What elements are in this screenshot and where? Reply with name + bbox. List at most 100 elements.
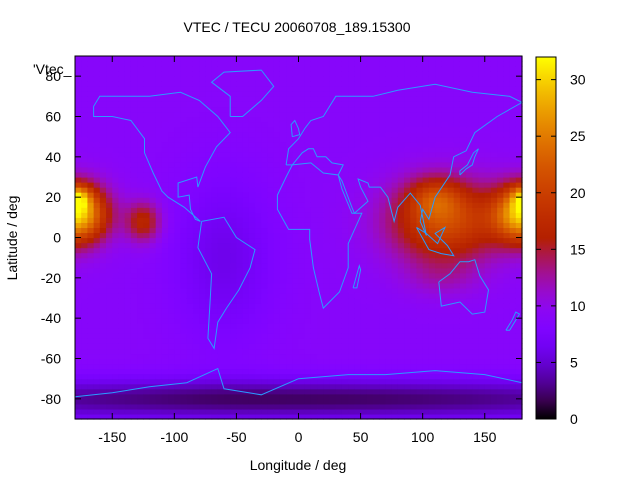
heatmap-cell	[379, 413, 387, 420]
heatmap-cell	[447, 393, 455, 400]
heatmap-cell	[211, 187, 219, 193]
heatmap-cell	[404, 338, 411, 344]
heatmap-cell	[348, 333, 355, 339]
heatmap-cell	[447, 171, 455, 178]
heatmap-cell	[472, 348, 480, 355]
heatmap-cell	[168, 292, 175, 299]
heatmap-cell	[373, 126, 380, 133]
heatmap-cell	[404, 232, 411, 239]
heatmap-cell	[217, 182, 225, 188]
heatmap-cell	[261, 323, 269, 329]
heatmap-cell	[192, 192, 200, 198]
heatmap-cell	[441, 308, 449, 314]
heatmap-cell	[81, 121, 89, 128]
heatmap-cell	[379, 333, 387, 339]
heatmap-cell	[205, 343, 213, 350]
heatmap-cell	[75, 242, 82, 249]
heatmap-cell	[155, 227, 163, 234]
heatmap-cell	[335, 252, 343, 259]
heatmap-cell	[99, 292, 107, 299]
heatmap-cell	[391, 348, 399, 355]
heatmap-cell	[273, 282, 281, 289]
heatmap-cell	[478, 212, 486, 218]
heatmap-cell	[317, 71, 324, 77]
heatmap-cell	[180, 76, 188, 82]
heatmap-cell	[118, 71, 126, 77]
heatmap-cell	[329, 96, 337, 102]
heatmap-cell	[310, 378, 318, 385]
heatmap-cell	[168, 403, 175, 410]
heatmap-cell	[453, 161, 461, 168]
heatmap-cell	[81, 408, 89, 415]
heatmap-cell	[112, 388, 120, 395]
heatmap-cell	[93, 212, 101, 218]
heatmap-cell	[279, 303, 287, 309]
heatmap-cell	[354, 126, 362, 133]
heatmap-cell	[149, 161, 157, 168]
heatmap-cell	[416, 262, 424, 269]
heatmap-cell	[180, 237, 188, 244]
heatmap-cell	[155, 156, 163, 163]
heatmap-cell	[124, 232, 132, 239]
chart-title: VTEC / TECU 20060708_189.15300	[183, 19, 410, 35]
heatmap-cell	[137, 131, 144, 138]
heatmap-cell	[279, 383, 287, 390]
heatmap-cell	[317, 192, 324, 198]
heatmap-cell	[310, 96, 318, 102]
heatmap-cell	[447, 91, 455, 97]
heatmap-cell	[304, 303, 312, 309]
heatmap-cell	[323, 272, 331, 279]
heatmap-cell	[286, 358, 293, 365]
heatmap-cell	[416, 257, 424, 264]
heatmap-cell	[255, 257, 262, 264]
heatmap-cell	[478, 187, 486, 193]
heatmap-cell	[459, 378, 467, 385]
heatmap-cell	[174, 383, 182, 390]
heatmap-cell	[441, 267, 449, 274]
heatmap-cell	[466, 91, 473, 97]
heatmap-cell	[192, 76, 200, 82]
heatmap-cell	[211, 353, 219, 360]
heatmap-cell	[192, 232, 200, 239]
heatmap-cell	[459, 318, 467, 324]
heatmap-cell	[360, 81, 368, 87]
heatmap-cell	[230, 318, 238, 324]
heatmap-cell	[174, 131, 182, 138]
heatmap-cell	[453, 318, 461, 324]
heatmap-cell	[87, 257, 95, 264]
heatmap-cell	[490, 136, 498, 143]
heatmap-cell	[261, 106, 269, 113]
heatmap-cell	[317, 318, 324, 324]
heatmap-cell	[230, 403, 238, 410]
heatmap-cell	[106, 96, 113, 102]
heatmap-cell	[391, 151, 399, 158]
heatmap-cell	[422, 328, 430, 334]
heatmap-cell	[106, 247, 113, 254]
heatmap-cell	[397, 202, 405, 208]
heatmap-cell	[360, 116, 368, 123]
heatmap-cell	[354, 318, 362, 324]
heatmap-cell	[298, 131, 306, 138]
heatmap-cell	[205, 388, 213, 395]
heatmap-cell	[447, 303, 455, 309]
heatmap-cell	[267, 171, 275, 178]
heatmap-cell	[354, 403, 362, 410]
heatmap-cell	[93, 338, 101, 344]
heatmap-cell	[217, 363, 225, 370]
heatmap-cell	[453, 202, 461, 208]
heatmap-cell	[323, 96, 331, 102]
heatmap-cell	[112, 393, 120, 400]
heatmap-cell	[230, 338, 238, 344]
heatmap-cell	[168, 358, 175, 365]
heatmap-cell	[224, 272, 231, 279]
heatmap-cell	[273, 388, 281, 395]
heatmap-cell	[217, 262, 225, 269]
heatmap-cell	[310, 313, 318, 319]
heatmap-cell	[298, 318, 306, 324]
heatmap-cell	[230, 126, 238, 133]
heatmap-cell	[106, 91, 113, 97]
heatmap-cell	[292, 222, 300, 229]
heatmap-cell	[255, 96, 262, 102]
heatmap-cell	[248, 267, 256, 274]
heatmap-cell	[75, 111, 82, 118]
